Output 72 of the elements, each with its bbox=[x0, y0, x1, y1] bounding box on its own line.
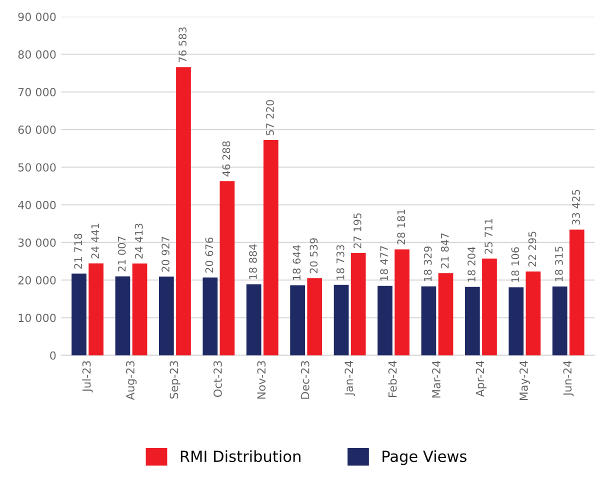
data-label: 28 181 bbox=[397, 210, 406, 244]
data-label: 18 884 bbox=[249, 244, 257, 279]
bar bbox=[263, 140, 278, 356]
data-label: 18 477 bbox=[380, 246, 388, 281]
bar bbox=[72, 274, 86, 356]
bar bbox=[334, 284, 349, 356]
y-tick-label: 0 bbox=[50, 351, 56, 360]
data-label: 20 539 bbox=[310, 238, 318, 274]
data-label: 22 295 bbox=[528, 232, 536, 267]
data-label: 18 733 bbox=[336, 245, 344, 280]
data-label: 27 195 bbox=[353, 213, 362, 248]
data-label: 18 106 bbox=[511, 247, 520, 282]
y-tick-label: 40 000 bbox=[18, 200, 56, 210]
legend-label: RMI Distribution bbox=[180, 450, 300, 462]
data-label: 57 220 bbox=[266, 100, 274, 136]
data-label: 33 425 bbox=[572, 190, 580, 225]
bar bbox=[526, 271, 541, 356]
data-label: 25 711 bbox=[484, 218, 492, 254]
bar bbox=[508, 287, 524, 356]
bar bbox=[307, 278, 322, 356]
data-label: 46 288 bbox=[222, 141, 230, 177]
data-label: 18 315 bbox=[555, 246, 563, 282]
x-tick-label: Oct-23 bbox=[213, 361, 222, 397]
x-tick-label: Aug-23 bbox=[126, 361, 137, 400]
bar bbox=[438, 273, 454, 356]
x-tick-label: Feb-24 bbox=[388, 360, 397, 397]
bar bbox=[569, 230, 584, 356]
bar bbox=[246, 284, 262, 356]
bar bbox=[159, 276, 174, 356]
bar bbox=[350, 253, 366, 356]
data-label: 24 413 bbox=[134, 224, 143, 259]
y-tick-label: 90 000 bbox=[18, 12, 56, 22]
bar bbox=[394, 249, 410, 356]
y-tick-label: 80 000 bbox=[18, 50, 56, 59]
data-label: 21 847 bbox=[440, 233, 449, 268]
y-tick-label: 50 000 bbox=[18, 163, 56, 172]
x-tick-label: Mar-24 bbox=[432, 360, 440, 398]
bar bbox=[88, 263, 104, 356]
y-tick-label: 10 000 bbox=[18, 314, 56, 322]
data-label: 20 676 bbox=[205, 238, 214, 273]
bar bbox=[465, 286, 480, 356]
data-label: 21 007 bbox=[118, 236, 126, 272]
data-label: 24 441 bbox=[91, 224, 99, 258]
data-label: 20 927 bbox=[162, 236, 170, 272]
x-tick-label: Jun-24 bbox=[563, 360, 574, 396]
data-label: 18 204 bbox=[468, 246, 476, 282]
bar bbox=[421, 286, 436, 356]
data-label: 18 644 bbox=[292, 245, 301, 280]
x-tick-label: May-24 bbox=[519, 360, 530, 400]
data-label: 21 718 bbox=[74, 234, 82, 269]
bar bbox=[482, 258, 497, 356]
x-tick-label: Jul-23 bbox=[82, 361, 93, 392]
y-tick-label: 20 000 bbox=[18, 276, 56, 284]
x-tick-label: Apr-24 bbox=[476, 360, 486, 397]
bar bbox=[115, 276, 130, 356]
data-label: 76 583 bbox=[178, 27, 187, 62]
bar bbox=[552, 286, 568, 356]
y-tick-label: 60 000 bbox=[18, 126, 56, 134]
legend-label: Page Views bbox=[382, 450, 466, 466]
data-label: 18 329 bbox=[424, 246, 432, 282]
bar bbox=[378, 286, 392, 356]
bar bbox=[220, 181, 235, 356]
bar bbox=[290, 285, 306, 356]
x-tick-label: Nov-23 bbox=[257, 361, 266, 399]
bar bbox=[202, 278, 218, 356]
bar bbox=[176, 67, 191, 356]
x-tick-label: Jan-24 bbox=[344, 360, 356, 396]
y-tick-label: 70 000 bbox=[18, 88, 56, 96]
x-tick-label: Sep-23 bbox=[170, 361, 180, 399]
bar bbox=[132, 264, 148, 356]
y-tick-label: 30 000 bbox=[18, 238, 56, 247]
x-tick-label: Dec-23 bbox=[300, 361, 310, 399]
